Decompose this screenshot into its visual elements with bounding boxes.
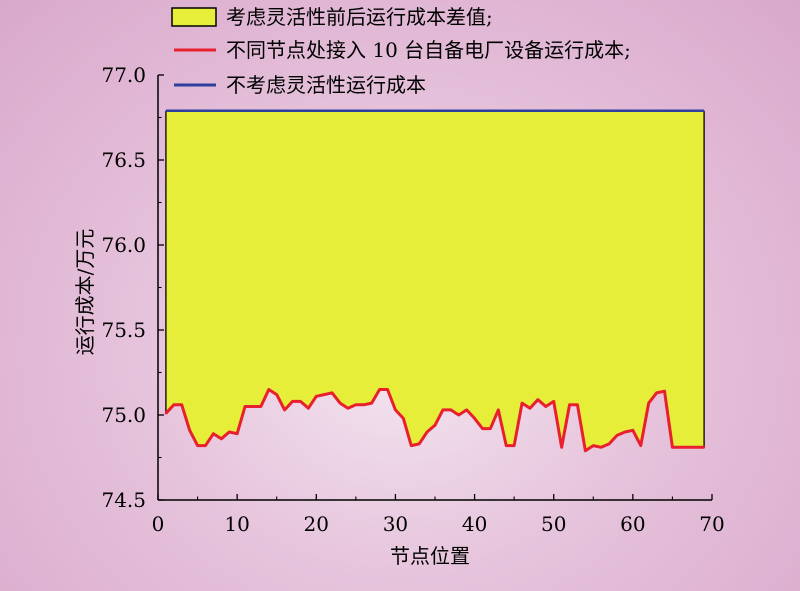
data-point [592,444,595,447]
data-point [560,446,563,449]
data-point [315,395,318,398]
data-point [410,444,413,447]
x-tick-label: 0 [152,512,165,536]
data-point [441,408,445,412]
data-point [552,400,555,403]
data-point [323,393,326,396]
data-point [188,429,191,432]
data-point [600,446,603,449]
y-tick-label: 75.0 [101,403,146,427]
legend-label: 不同节点处接入 10 台自备电厂设备运行成本; [226,38,631,62]
data-point [196,444,199,447]
data-point [251,405,255,408]
data-point [259,405,263,408]
data-point [647,401,650,405]
data-point [631,429,635,432]
x-tick-label: 50 [541,512,566,536]
data-point [275,393,278,396]
data-point [164,412,168,415]
y-tick-label: 74.5 [101,488,146,512]
data-point [512,444,516,447]
data-point [243,405,247,408]
data-point [687,446,690,449]
plot-area [164,109,706,453]
data-point [576,403,579,406]
data-point [568,403,571,406]
legend: 考虑灵活性前后运行成本差值; 不同节点处接入 10 台自备电厂设备运行成本; 不考虑… [171,5,631,97]
data-point [370,401,373,405]
data-point [228,430,231,434]
data-point [702,446,706,449]
data-point [584,449,587,452]
data-point [267,388,270,391]
y-tick-label: 76.5 [101,148,146,172]
data-point [283,408,286,412]
data-point [489,427,492,430]
data-point [330,391,334,395]
y-axis-label: 运行成本/万元 [73,229,97,356]
data-point [338,401,342,405]
x-tick-label: 60 [620,512,645,536]
x-axis: 0 10 20 30 40 50 60 70 [152,494,725,536]
x-tick-label: 20 [304,512,329,536]
data-point [465,408,468,412]
legend-swatch-fill [171,7,217,27]
data-point [615,434,619,437]
data-point [520,401,524,405]
data-point [623,430,627,434]
data-point [291,400,294,403]
data-point [694,446,698,449]
data-point [307,407,310,410]
data-point [505,444,508,447]
data-point [386,388,389,391]
y-axis: 74.5 75.0 75.5 76.0 76.5 77.0 [101,63,164,512]
data-point [481,427,484,430]
data-point [354,403,358,406]
x-tick-label: 70 [699,512,724,536]
data-point [607,442,611,446]
data-point [639,444,642,447]
x-tick-label: 10 [224,512,249,536]
data-point [663,390,666,393]
data-point [425,430,429,434]
difference-fill-area [165,110,705,451]
data-point [671,446,674,449]
data-point [402,417,405,420]
y-tick-label: 77.0 [101,63,146,87]
data-point [528,407,532,410]
data-point [299,400,302,403]
data-point [346,407,350,410]
data-point [473,417,476,420]
data-point [679,446,682,449]
x-tick-label: 30 [383,512,408,536]
data-point [417,442,421,446]
data-point [212,432,215,435]
data-point [536,398,540,401]
data-point [655,391,658,395]
data-point [497,408,500,412]
data-point [449,408,453,412]
data-point [180,403,183,406]
data-point [235,432,239,435]
data-point [457,413,460,417]
data-point [362,403,365,406]
data-point [378,388,381,391]
data-point [172,403,176,406]
y-tick-label: 75.5 [101,318,146,342]
legend-label: 考虑灵活性前后运行成本差值; [226,5,493,29]
data-point [433,424,437,427]
data-point [204,444,207,447]
x-axis-label: 节点位置 [390,544,470,568]
data-point [220,437,223,440]
data-point [544,405,547,408]
y-tick-label: 76.0 [101,233,146,257]
x-tick-label: 40 [462,512,487,536]
data-point [394,408,397,412]
legend-label: 不考虑灵活性运行成本 [226,73,426,97]
